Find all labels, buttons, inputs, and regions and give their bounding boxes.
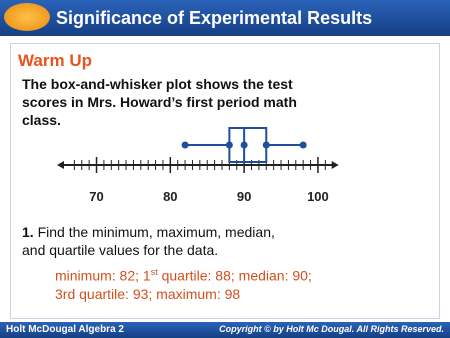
box	[228, 127, 268, 163]
prompt-line: class.	[22, 112, 61, 128]
footer-right: Copyright © by Holt Mc Dougal. All Right…	[219, 324, 444, 334]
x-tick-label: 80	[163, 189, 177, 204]
answer-text: quartile: 88; median: 90;	[157, 267, 312, 284]
x-tick-label: 100	[307, 189, 329, 204]
point	[262, 141, 270, 149]
question-text: Find the minimum, maximum, median,	[37, 224, 275, 240]
footer-left: Holt McDougal Algebra 2	[6, 324, 124, 335]
answer-line: 3rd quartile: 93; maximum: 98	[55, 286, 241, 302]
slide-title: Significance of Experimental Results	[56, 8, 373, 28]
question-number: 1.	[22, 224, 34, 240]
answer-line: minimum: 82; 1st quartile: 88; median: 9…	[55, 267, 312, 284]
point	[225, 141, 233, 149]
content-panel	[10, 43, 440, 319]
axis-arrow	[57, 161, 64, 169]
point	[181, 141, 189, 149]
prompt-line: scores in Mrs. Howard’s first period mat…	[22, 94, 297, 110]
prompt-line: The box-and-whisker plot shows the test	[22, 76, 293, 92]
footer-bar	[0, 322, 450, 338]
axis-arrow	[331, 161, 339, 169]
header-bar	[0, 0, 450, 36]
answer-superscript: st	[150, 267, 158, 277]
question-line: and quartile values for the data.	[22, 242, 219, 258]
point	[240, 141, 248, 149]
x-tick-label: 90	[237, 189, 251, 204]
answer-text: minimum: 82; 1	[55, 267, 151, 284]
point	[299, 141, 307, 149]
header-oval	[4, 3, 50, 31]
question-line: 1. Find the minimum, maximum, median,	[22, 224, 275, 240]
box-plot: 70 80 90 100	[57, 127, 339, 204]
x-tick-label: 70	[89, 189, 103, 204]
section-heading: Warm Up	[18, 51, 92, 70]
